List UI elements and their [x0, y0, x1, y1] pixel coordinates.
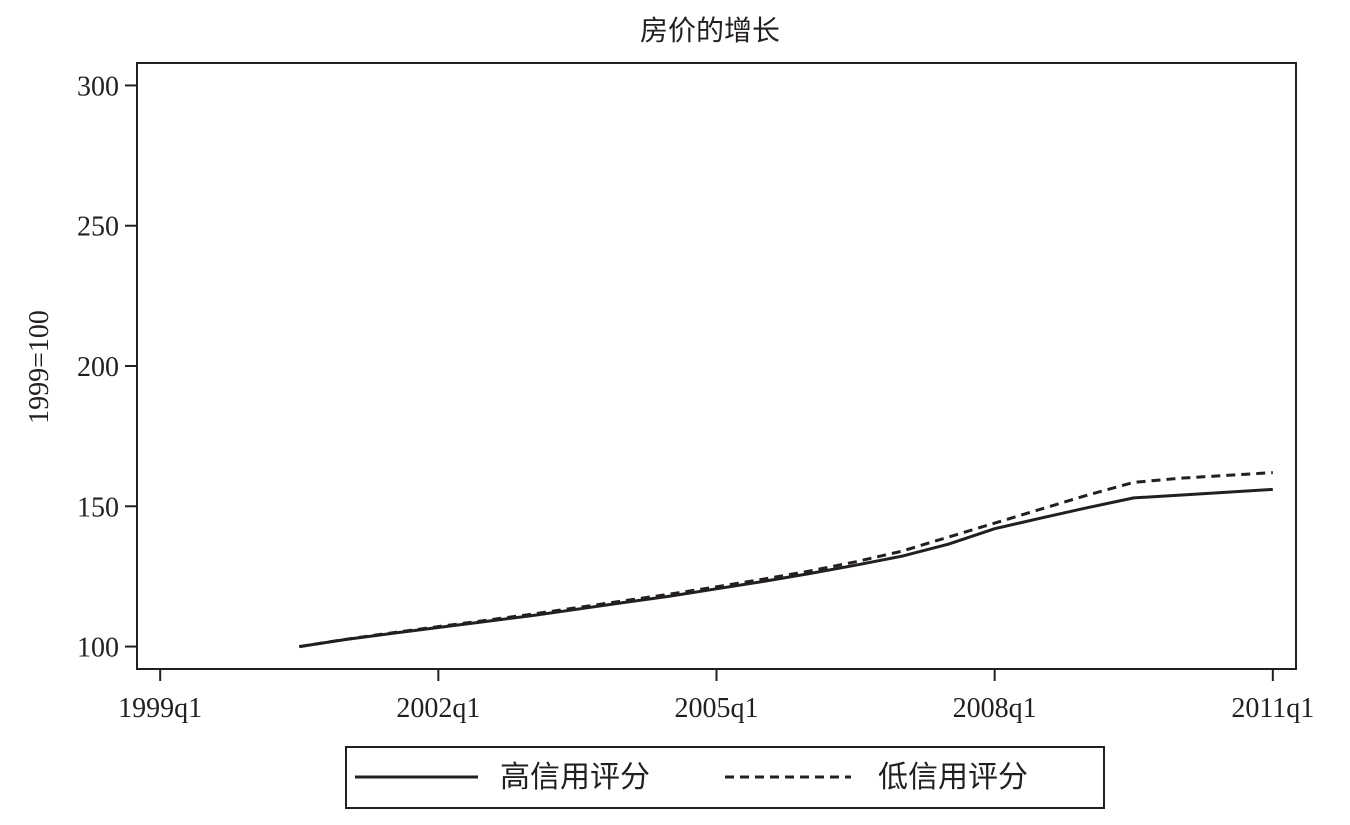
- x-tick-label: 1999q1: [118, 693, 202, 724]
- y-tick-label: 300: [77, 71, 119, 102]
- x-tick-label: 2011q1: [1231, 693, 1314, 724]
- y-axis: 100 150 200 250 300: [77, 71, 137, 664]
- x-tick-label: 2008q1: [953, 693, 1037, 724]
- legend-label-high-credit: 高信用评分: [500, 761, 650, 794]
- legend-label-low-credit: 低信用评分: [878, 761, 1028, 794]
- y-tick-label: 200: [77, 352, 119, 383]
- chart-title: 房价的增长: [640, 15, 780, 47]
- x-tick-label: 2005q1: [675, 693, 759, 724]
- y-axis-label: 1999=100: [24, 310, 55, 424]
- y-tick-label: 100: [77, 633, 119, 664]
- x-tick-label: 2002q1: [396, 693, 480, 724]
- series-line-high-credit: [299, 487, 1273, 649]
- legend: 高信用评分 低信用评分: [345, 746, 1105, 809]
- y-tick-label: 150: [77, 492, 119, 523]
- y-tick-label: 250: [77, 212, 119, 243]
- plot-area: [136, 62, 1297, 670]
- x-axis: 1999q1 2002q1 2005q1 2008q1 2011q1: [118, 669, 1314, 724]
- series-line-low-credit: [299, 471, 1273, 649]
- series-layer: [299, 471, 1273, 649]
